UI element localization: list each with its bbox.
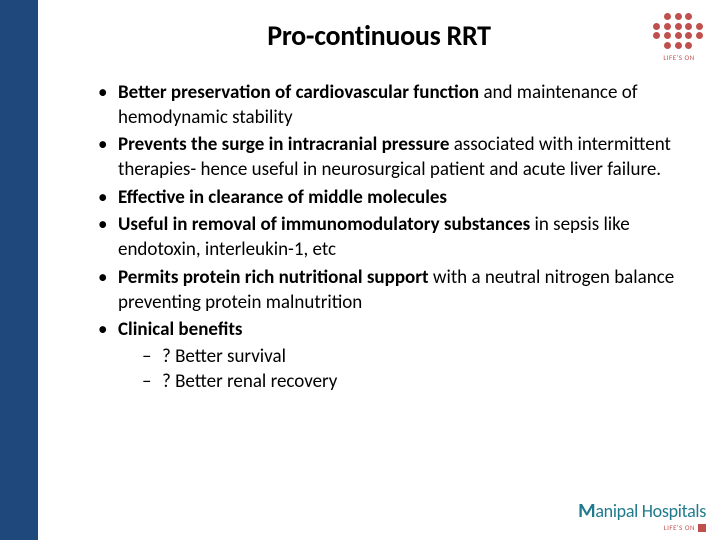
brand-rest: anipal Hospitals — [595, 500, 706, 522]
bullet-bold: Permits protein rich nutritional support — [118, 266, 433, 289]
slide-content: Pro-continuous RRT Better preservation o… — [38, 0, 720, 540]
bullet-bold: Useful in removal of immunomodulatory su… — [118, 213, 535, 236]
sidebar-accent-bar — [0, 0, 38, 540]
brand-tagline: LIFE'S ON — [578, 523, 706, 532]
bullet-item: Clinical benefits ? Better survival ? Be… — [98, 318, 690, 394]
logo-top-icon: LIFE'S ON — [650, 10, 708, 68]
bullet-bold: Prevents the surge in intracranial press… — [118, 133, 454, 156]
bullet-item: Permits protein rich nutritional support… — [98, 266, 690, 315]
sub-item: ? Better survival — [142, 345, 690, 370]
brand-name: Manipal Hospitals — [578, 499, 706, 523]
logo-top-tagline: LIFE'S ON — [650, 53, 708, 62]
bullet-item: Useful in removal of immunomodulatory su… — [98, 213, 690, 262]
sub-item: ? Better renal recovery — [142, 370, 690, 395]
brand-initial: M — [578, 499, 595, 523]
sub-list: ? Better survival ? Better renal recover… — [118, 345, 690, 394]
square-icon — [698, 524, 706, 532]
bullet-list: Better preservation of cardiovascular fu… — [68, 81, 690, 394]
logo-dots-icon — [650, 10, 708, 52]
logo-bottom: Manipal Hospitals LIFE'S ON — [578, 499, 706, 532]
bullet-item: Better preservation of cardiovascular fu… — [98, 81, 690, 130]
slide-title: Pro-continuous RRT — [68, 18, 690, 53]
bullet-bold: Clinical benefits — [118, 318, 243, 341]
bullet-bold: Better preservation of cardiovascular fu… — [118, 81, 483, 104]
bullet-item: Prevents the surge in intracranial press… — [98, 133, 690, 182]
bullet-item: Effective in clearance of middle molecul… — [98, 186, 690, 211]
bullet-bold: Effective in clearance of middle molecul… — [118, 186, 447, 209]
